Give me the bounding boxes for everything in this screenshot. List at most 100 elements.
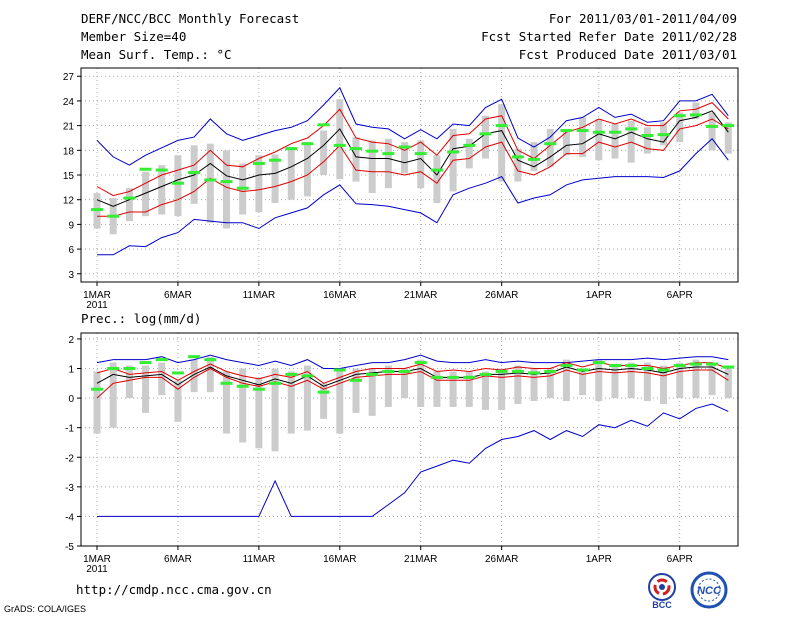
y-tick-label: 1 xyxy=(68,365,74,376)
member-spread-box xyxy=(222,371,230,434)
median-mark xyxy=(463,375,476,379)
x-tick-label: 6MAR xyxy=(164,554,192,565)
median-mark xyxy=(495,369,508,373)
median-mark xyxy=(641,367,654,370)
member-spread-box xyxy=(724,122,732,154)
member-spread-box xyxy=(93,371,101,434)
median-mark xyxy=(528,371,541,375)
member-spread-box xyxy=(417,359,425,407)
member-spread-box xyxy=(595,119,603,161)
member-spread-box xyxy=(384,365,392,407)
median-mark xyxy=(398,145,411,149)
median-mark xyxy=(123,196,136,200)
member-spread-box xyxy=(611,365,619,399)
median-mark xyxy=(220,180,233,184)
median-mark xyxy=(333,143,346,147)
member-spread-box xyxy=(627,362,635,399)
member-spread-box xyxy=(433,371,441,407)
member-spread-box xyxy=(611,123,619,159)
median-mark xyxy=(398,369,411,373)
y-tick-label: 15 xyxy=(63,171,75,182)
median-mark xyxy=(301,374,314,378)
member-spread-box xyxy=(481,115,489,159)
x-tick-label: 1APR xyxy=(586,290,612,301)
series-line-max xyxy=(96,86,729,166)
x-tick-label: 6APR xyxy=(667,554,693,565)
median-mark xyxy=(139,361,152,365)
median-mark xyxy=(285,372,298,376)
x-tick-label: 1MAR xyxy=(83,554,111,565)
median-mark xyxy=(204,358,217,362)
member-spread-box xyxy=(287,147,295,200)
median-mark xyxy=(139,167,152,171)
x-tick-label: 21MAR xyxy=(404,554,437,565)
median-mark xyxy=(479,372,492,376)
x-tick-label: 26MAR xyxy=(485,290,518,301)
forecast-period-label: For 2011/03/01-2011/04/09 xyxy=(548,11,737,26)
member-spread-box xyxy=(271,368,279,452)
ncc-logo-text: NCC xyxy=(697,585,722,597)
member-spread-box xyxy=(498,368,506,410)
started-refer-date-label: Fcst Started Refer Date 2011/02/28 xyxy=(481,29,737,44)
median-mark xyxy=(414,361,427,365)
member-spread-box xyxy=(190,359,198,393)
median-mark xyxy=(689,362,702,366)
member-spread-box xyxy=(222,150,230,229)
member-spread-box xyxy=(239,368,247,443)
member-spread-box xyxy=(708,362,716,396)
series-line-ensemble-mean xyxy=(96,366,729,387)
median-mark xyxy=(155,168,168,172)
x-tick-label: 11MAR xyxy=(243,290,276,301)
member-spread-box xyxy=(336,99,344,180)
ncc-logo: NCC xyxy=(690,571,728,609)
median-mark xyxy=(689,113,702,117)
median-mark xyxy=(447,375,460,379)
median-mark xyxy=(220,381,233,385)
member-spread-box xyxy=(514,365,522,404)
member-spread-box xyxy=(692,359,700,399)
median-mark xyxy=(107,214,120,218)
series-line-mean-plus-std xyxy=(96,102,729,197)
variable-label-temp: Mean Surf. Temp.: °C xyxy=(81,47,232,62)
median-mark xyxy=(657,368,670,372)
grads-credit: GrADS: COLA/IGES xyxy=(4,604,87,614)
median-mark xyxy=(430,168,443,172)
median-mark xyxy=(447,150,460,154)
median-mark xyxy=(171,371,184,375)
member-spread-box xyxy=(579,117,587,157)
median-mark xyxy=(91,208,103,212)
member-spread-box xyxy=(206,356,214,393)
member-spread-box xyxy=(368,368,376,416)
y-tick-label: 18 xyxy=(63,146,75,157)
y-tick-label: 2 xyxy=(68,335,74,346)
member-spread-box xyxy=(692,102,700,120)
member-spread-box xyxy=(368,140,376,194)
member-spread-box xyxy=(530,368,538,402)
median-mark xyxy=(155,358,168,362)
x-tick-label: 1MAR xyxy=(83,290,111,301)
median-mark xyxy=(107,367,120,370)
x-tick-label: 21MAR xyxy=(404,290,437,301)
member-spread-box xyxy=(417,140,425,189)
x-tick-label: 6MAR xyxy=(164,290,192,301)
source-url-link[interactable]: http://cmdp.ncc.cma.gov.cn xyxy=(76,582,272,597)
member-spread-box xyxy=(708,112,716,151)
median-mark xyxy=(349,378,362,382)
member-spread-box xyxy=(546,368,554,399)
median-mark xyxy=(382,152,395,156)
series-line-min xyxy=(97,138,729,256)
y-tick-label: -2 xyxy=(65,453,74,464)
member-spread-box xyxy=(595,359,603,402)
variable-label-precip: Prec.: log(mm/d) xyxy=(81,311,202,326)
member-spread-box xyxy=(125,188,133,222)
member-spread-box xyxy=(320,130,328,175)
member-spread-box xyxy=(465,138,473,169)
member-spread-box xyxy=(255,155,263,213)
member-spread-box xyxy=(287,371,295,434)
member-spread-box xyxy=(514,148,522,182)
y-tick-label: 24 xyxy=(63,97,75,108)
